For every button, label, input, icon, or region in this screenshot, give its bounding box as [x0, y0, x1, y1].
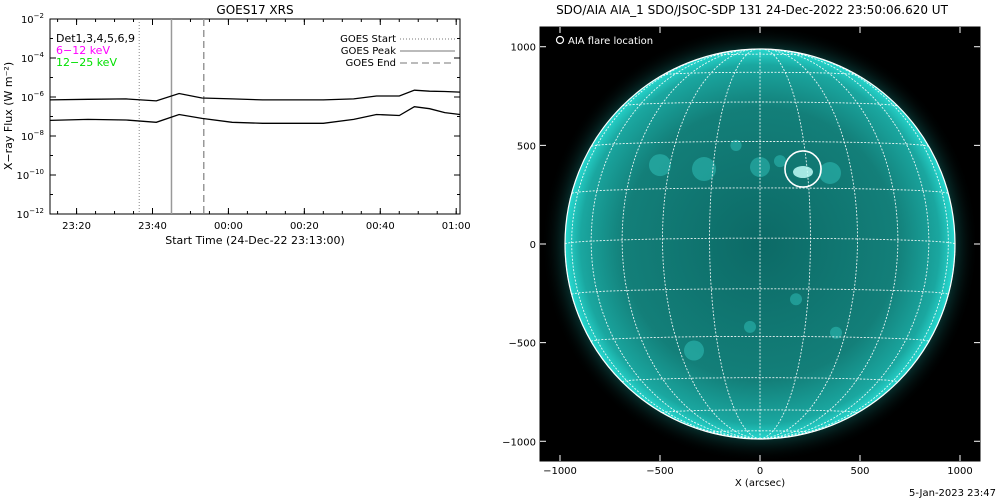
latitude-line — [571, 288, 949, 295]
goes-xrs-panel: GOES17 XRS 10−12 10−10 10−8 10−6 10−4 10−2 23… — [2, 3, 471, 247]
left-chart-title: GOES17 XRS — [216, 3, 293, 17]
solar-disk — [541, 25, 979, 463]
x-tick-label: 23:40 — [138, 221, 167, 232]
right-y-axis-ticks: −1000 −500 0 500 1000 — [502, 43, 980, 448]
active-region — [649, 154, 671, 177]
heliographic-grid — [564, 48, 956, 440]
active-region — [730, 139, 742, 151]
longitude-line — [759, 48, 899, 440]
active-region — [750, 157, 770, 178]
longitude-line — [759, 49, 930, 440]
right-x-axis-label: X (arcsec) — [735, 478, 785, 489]
active-region — [744, 320, 756, 333]
x-tick-label: 00:00 — [214, 221, 243, 232]
y-tick-label: 10−2 — [21, 12, 44, 26]
flare-location-circle — [784, 150, 822, 188]
x-tick-label: −500 — [646, 466, 673, 477]
y-tick-label: 10−10 — [16, 168, 44, 182]
legend-goes-end: GOES End — [346, 58, 396, 69]
longitude-line — [590, 49, 761, 440]
x-tick-label: 1000 — [947, 466, 972, 477]
x-tick-label: −1000 — [543, 466, 577, 477]
x-tick-label: 500 — [850, 466, 869, 477]
channel-label-high: 12−25 keV — [56, 56, 117, 69]
latitude-line — [571, 187, 949, 194]
active-region — [819, 161, 841, 184]
left-y-axis-label: X−ray Flux (W m⁻²) — [2, 62, 15, 170]
series-upper — [49, 89, 461, 102]
latitude-line — [591, 141, 929, 147]
legend-goes-peak: GOES Peak — [341, 46, 396, 57]
y-tick-label: 10−8 — [21, 129, 44, 143]
timestamp-footer: 5-Jan-2023 23:47 — [909, 488, 996, 499]
y-tick-label: 10−4 — [21, 51, 45, 65]
left-plot-frame — [49, 18, 461, 215]
y-tick-label: 10−12 — [16, 207, 44, 221]
flare-core — [793, 166, 813, 179]
flare-circle — [784, 150, 822, 188]
legend-goes-start: GOES Start — [340, 34, 396, 45]
left-x-axis-label: Start Time (24-Dec-22 23:13:00) — [165, 234, 345, 247]
active-region — [684, 340, 704, 361]
y-tick-label: 10−6 — [21, 90, 45, 104]
latitude-line — [662, 409, 858, 414]
right-chart-title: SDO/AIA AIA_1 SDO/JSOC-SDP 131 24-Dec-20… — [556, 3, 949, 17]
active-region — [790, 293, 802, 306]
y-tick-label: −500 — [509, 339, 536, 350]
goes-legend: GOES Start GOES Peak GOES End — [340, 34, 455, 69]
longitude-line — [759, 48, 811, 440]
latitude-line — [710, 53, 810, 56]
right-x-axis-ticks: −1000 −500 0 500 1000 — [543, 27, 973, 477]
x-tick-label: 23:20 — [62, 221, 91, 232]
longitude-line — [759, 48, 858, 440]
active-region — [692, 157, 716, 182]
channel-label-low: 6−12 keV — [56, 44, 110, 57]
aia-legend: AIA flare location — [555, 35, 653, 47]
y-tick-label: 0 — [530, 240, 536, 251]
y-tick-label: 1000 — [511, 43, 536, 54]
y-tick-label: 500 — [517, 141, 536, 152]
y-tick-label: −1000 — [502, 437, 536, 448]
series-lower — [49, 106, 461, 124]
latitude-line — [662, 71, 858, 76]
x-tick-label: 01:00 — [442, 221, 471, 232]
detector-label: Det1,3,4,5,6,9 — [56, 32, 135, 45]
solar-disk-surface — [565, 49, 955, 439]
longitude-line — [662, 48, 761, 440]
goes-flux-series — [49, 89, 461, 124]
x-tick-label: 0 — [757, 466, 763, 477]
aia-legend-label: AIA flare location — [568, 36, 653, 47]
flare-legend-icon — [555, 35, 565, 45]
x-tick-label: 00:40 — [366, 221, 395, 232]
longitude-line — [709, 48, 761, 440]
active-region — [774, 155, 786, 168]
left-x-axis-ticks: 23:20 23:40 00:00 00:20 00:40 01:00 — [57, 19, 471, 232]
active-region — [830, 326, 842, 339]
longitude-line — [621, 48, 761, 440]
aia-image-panel: SDO/AIA AIA_1 SDO/JSOC-SDP 131 24-Dec-20… — [502, 3, 996, 499]
x-tick-label: 00:20 — [290, 221, 319, 232]
